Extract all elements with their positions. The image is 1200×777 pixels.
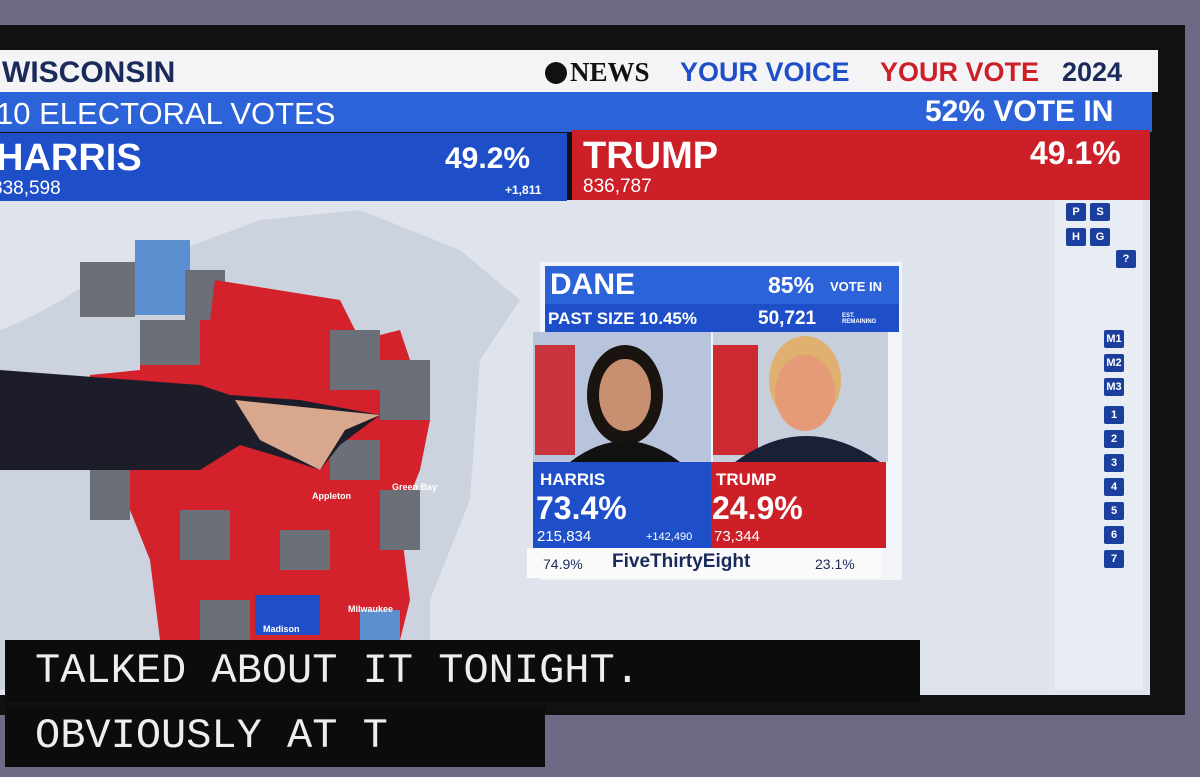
abc-logo <box>545 62 567 84</box>
side-button[interactable]: M3 <box>1104 378 1124 396</box>
tagline-a: YOUR VOICE <box>680 57 850 87</box>
remaining-label: EST. REMAINING <box>842 313 877 325</box>
trump-votes: 836,787 <box>583 176 652 197</box>
side-button[interactable]: M1 <box>1104 330 1124 348</box>
tagline-b: YOUR VOTE <box>880 57 1040 87</box>
trump-suit <box>735 436 880 462</box>
side-button[interactable]: G <box>1090 228 1110 246</box>
harris-result <box>533 462 711 548</box>
county-harris-name: HARRIS <box>540 470 606 489</box>
caption-line: TALKED ABOUT IT TONIGHT. <box>5 640 920 702</box>
county-sub <box>545 304 899 332</box>
forecast-right: 23.1% <box>815 556 855 572</box>
electoral-votes: 10 ELECTORAL VOTES <box>0 96 336 131</box>
forecast-source: FiveThirtyEight <box>612 551 751 572</box>
county-vote-in: VOTE IN <box>830 279 883 294</box>
harris-name: HARRIS <box>0 137 142 179</box>
map-label: Milwaukee <box>348 604 394 614</box>
county-trump-votes: 73,344 <box>714 528 760 545</box>
side-button[interactable]: 2 <box>1104 430 1124 448</box>
side-panel <box>1055 200 1143 690</box>
hand <box>235 400 380 470</box>
harris-bar <box>0 133 567 201</box>
map-label: Appleton <box>312 491 351 501</box>
county-name: DANE <box>550 268 636 301</box>
map-label: Green Bay <box>392 482 438 492</box>
electoral-bar <box>0 92 1152 132</box>
vote-in: 52% VOTE IN <box>925 95 1114 128</box>
trump-name: TRUMP <box>583 135 719 177</box>
trump-bar <box>572 130 1150 200</box>
side-button[interactable]: 3 <box>1104 454 1124 472</box>
year: 2024 <box>1062 57 1123 87</box>
state: WISCONSIN <box>2 56 176 89</box>
caption-line: OBVIOUSLY AT T <box>5 705 545 767</box>
harris-suit <box>570 441 680 462</box>
side-button[interactable]: 7 <box>1104 550 1124 568</box>
forecast-left: 74.9% <box>543 556 583 572</box>
side-button[interactable]: 5 <box>1104 502 1124 520</box>
county-head <box>545 266 899 304</box>
counties <box>80 240 430 640</box>
harris-pct: 49.2% <box>445 142 531 175</box>
flag <box>713 345 758 455</box>
side-button[interactable]: 1 <box>1104 406 1124 424</box>
forecast-bar <box>527 548 882 578</box>
network: NEWS <box>570 57 650 87</box>
harris-votes: 838,598 <box>0 178 61 199</box>
remaining: 50,721 <box>758 308 817 329</box>
side-button[interactable]: 4 <box>1104 478 1124 496</box>
county-vote-pct: 85% <box>768 272 815 298</box>
map-label: Madison <box>263 624 300 634</box>
side-button[interactable]: ? <box>1116 250 1136 268</box>
side-button[interactable]: P <box>1066 203 1086 221</box>
county-harris-votes: 215,834 <box>537 528 592 545</box>
header-bar <box>0 50 1158 92</box>
county-harris-lead: +142,490 <box>646 531 693 543</box>
trump-result <box>711 462 886 548</box>
trump-face <box>775 355 835 431</box>
county-harris-pct: 73.4% <box>536 490 627 526</box>
harris-lead: +1,811 <box>505 183 542 197</box>
flag <box>535 345 575 455</box>
side-button[interactable]: S <box>1090 203 1110 221</box>
side-button[interactable]: M2 <box>1104 354 1124 372</box>
side-button[interactable]: H <box>1066 228 1086 246</box>
county-trump-name: TRUMP <box>716 470 777 489</box>
harris-face <box>599 359 651 431</box>
past-size: PAST SIZE 10.45% <box>548 309 697 328</box>
county-trump-pct: 24.9% <box>712 490 803 526</box>
trump-pct: 49.1% <box>1030 135 1121 171</box>
side-button[interactable]: 6 <box>1104 526 1124 544</box>
